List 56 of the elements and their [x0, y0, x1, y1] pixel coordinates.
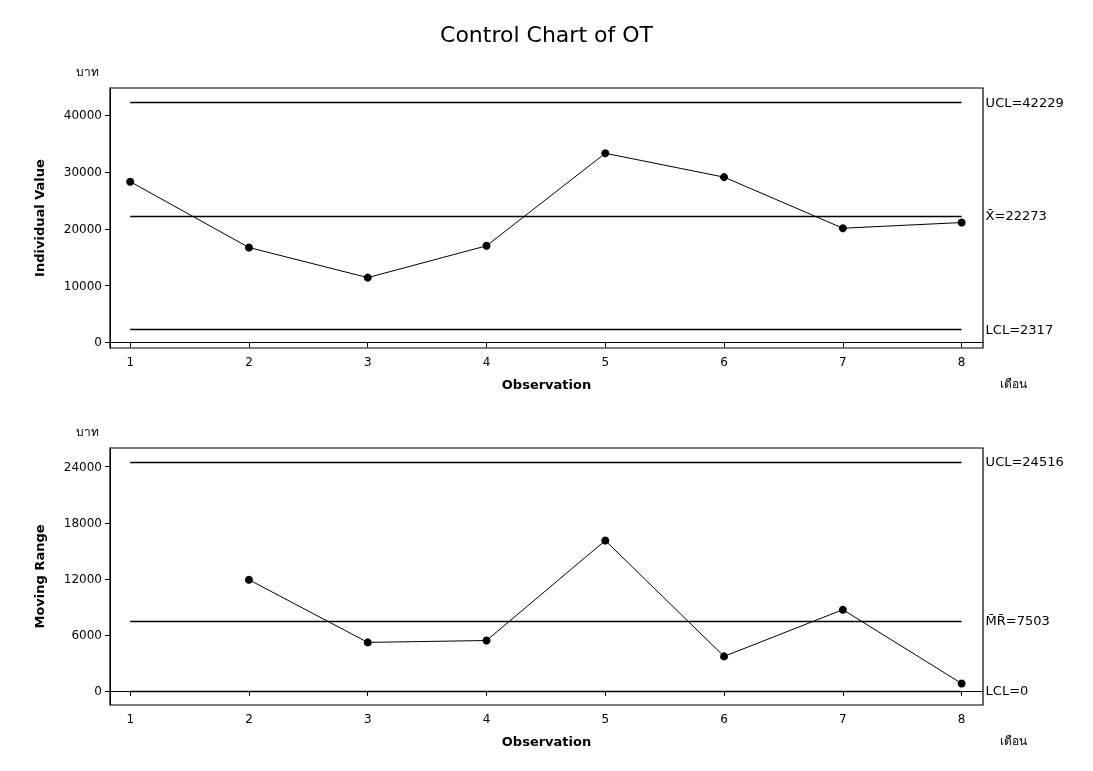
ref-line-label: UCL=24516	[985, 454, 1064, 470]
point	[482, 636, 491, 645]
x-tick-label: 2	[245, 355, 253, 369]
point	[957, 679, 966, 688]
y-tick-label: 0	[94, 683, 102, 698]
y-tick-label: 40000	[63, 108, 102, 123]
point	[601, 536, 610, 545]
ref-line-label: LCL=2317	[985, 321, 1054, 337]
x-tick-label: 6	[720, 355, 728, 369]
text: เดือน	[1000, 377, 1027, 391]
x-tick-label: 1	[126, 712, 135, 726]
ref-line-label: M̄R̄=7503	[985, 613, 1050, 629]
x-tick-label: 5	[601, 355, 610, 369]
x-tick-label: 3	[363, 712, 372, 726]
x-tick-label: 3	[363, 355, 372, 369]
y-tick-label: 0	[94, 335, 102, 350]
x-tick-label: 5	[601, 712, 610, 726]
point	[126, 177, 135, 186]
y-tick-label: 10000	[63, 278, 102, 293]
x-tick-label: 1	[126, 355, 135, 369]
x-axis-title: Observation	[501, 734, 592, 749]
x-axis-title: Observation	[501, 377, 592, 392]
point	[601, 149, 610, 158]
chart-title: Control Chart of OT	[440, 21, 654, 47]
text: บาท	[76, 65, 99, 79]
x-tick-label: 8	[957, 355, 966, 369]
point	[244, 243, 253, 252]
point	[720, 173, 729, 182]
point	[482, 241, 491, 250]
y-tick-label: 24000	[63, 459, 102, 474]
text: บาท	[76, 425, 99, 439]
point	[244, 575, 253, 584]
point	[363, 638, 372, 647]
y-tick-label: 20000	[63, 221, 102, 236]
y-axis-title: Individual Value	[32, 158, 47, 277]
x-tick-label: 7	[839, 355, 847, 369]
x-tick-label: 2	[245, 712, 253, 726]
point	[838, 605, 847, 614]
y-tick-label: 6000	[71, 627, 102, 642]
x-tick-label: 6	[720, 712, 728, 726]
y-tick-label: 12000	[63, 571, 102, 586]
y-axis-title: Moving Range	[32, 524, 47, 629]
ref-line-label: X̄=22273	[985, 208, 1047, 224]
text: เดือน	[1000, 734, 1027, 748]
x-tick-label: 8	[957, 712, 966, 726]
point	[720, 652, 729, 661]
ref-line-label: LCL=0	[985, 683, 1029, 699]
x-tick-label: 4	[482, 712, 491, 726]
x-tick-label: 7	[839, 712, 847, 726]
point	[838, 224, 847, 233]
point	[363, 273, 372, 282]
ref-line-label: UCL=42229	[985, 95, 1064, 111]
y-tick-label: 30000	[63, 165, 102, 180]
y-tick-label: 18000	[63, 515, 102, 530]
x-tick-label: 4	[482, 355, 491, 369]
point	[957, 218, 966, 227]
